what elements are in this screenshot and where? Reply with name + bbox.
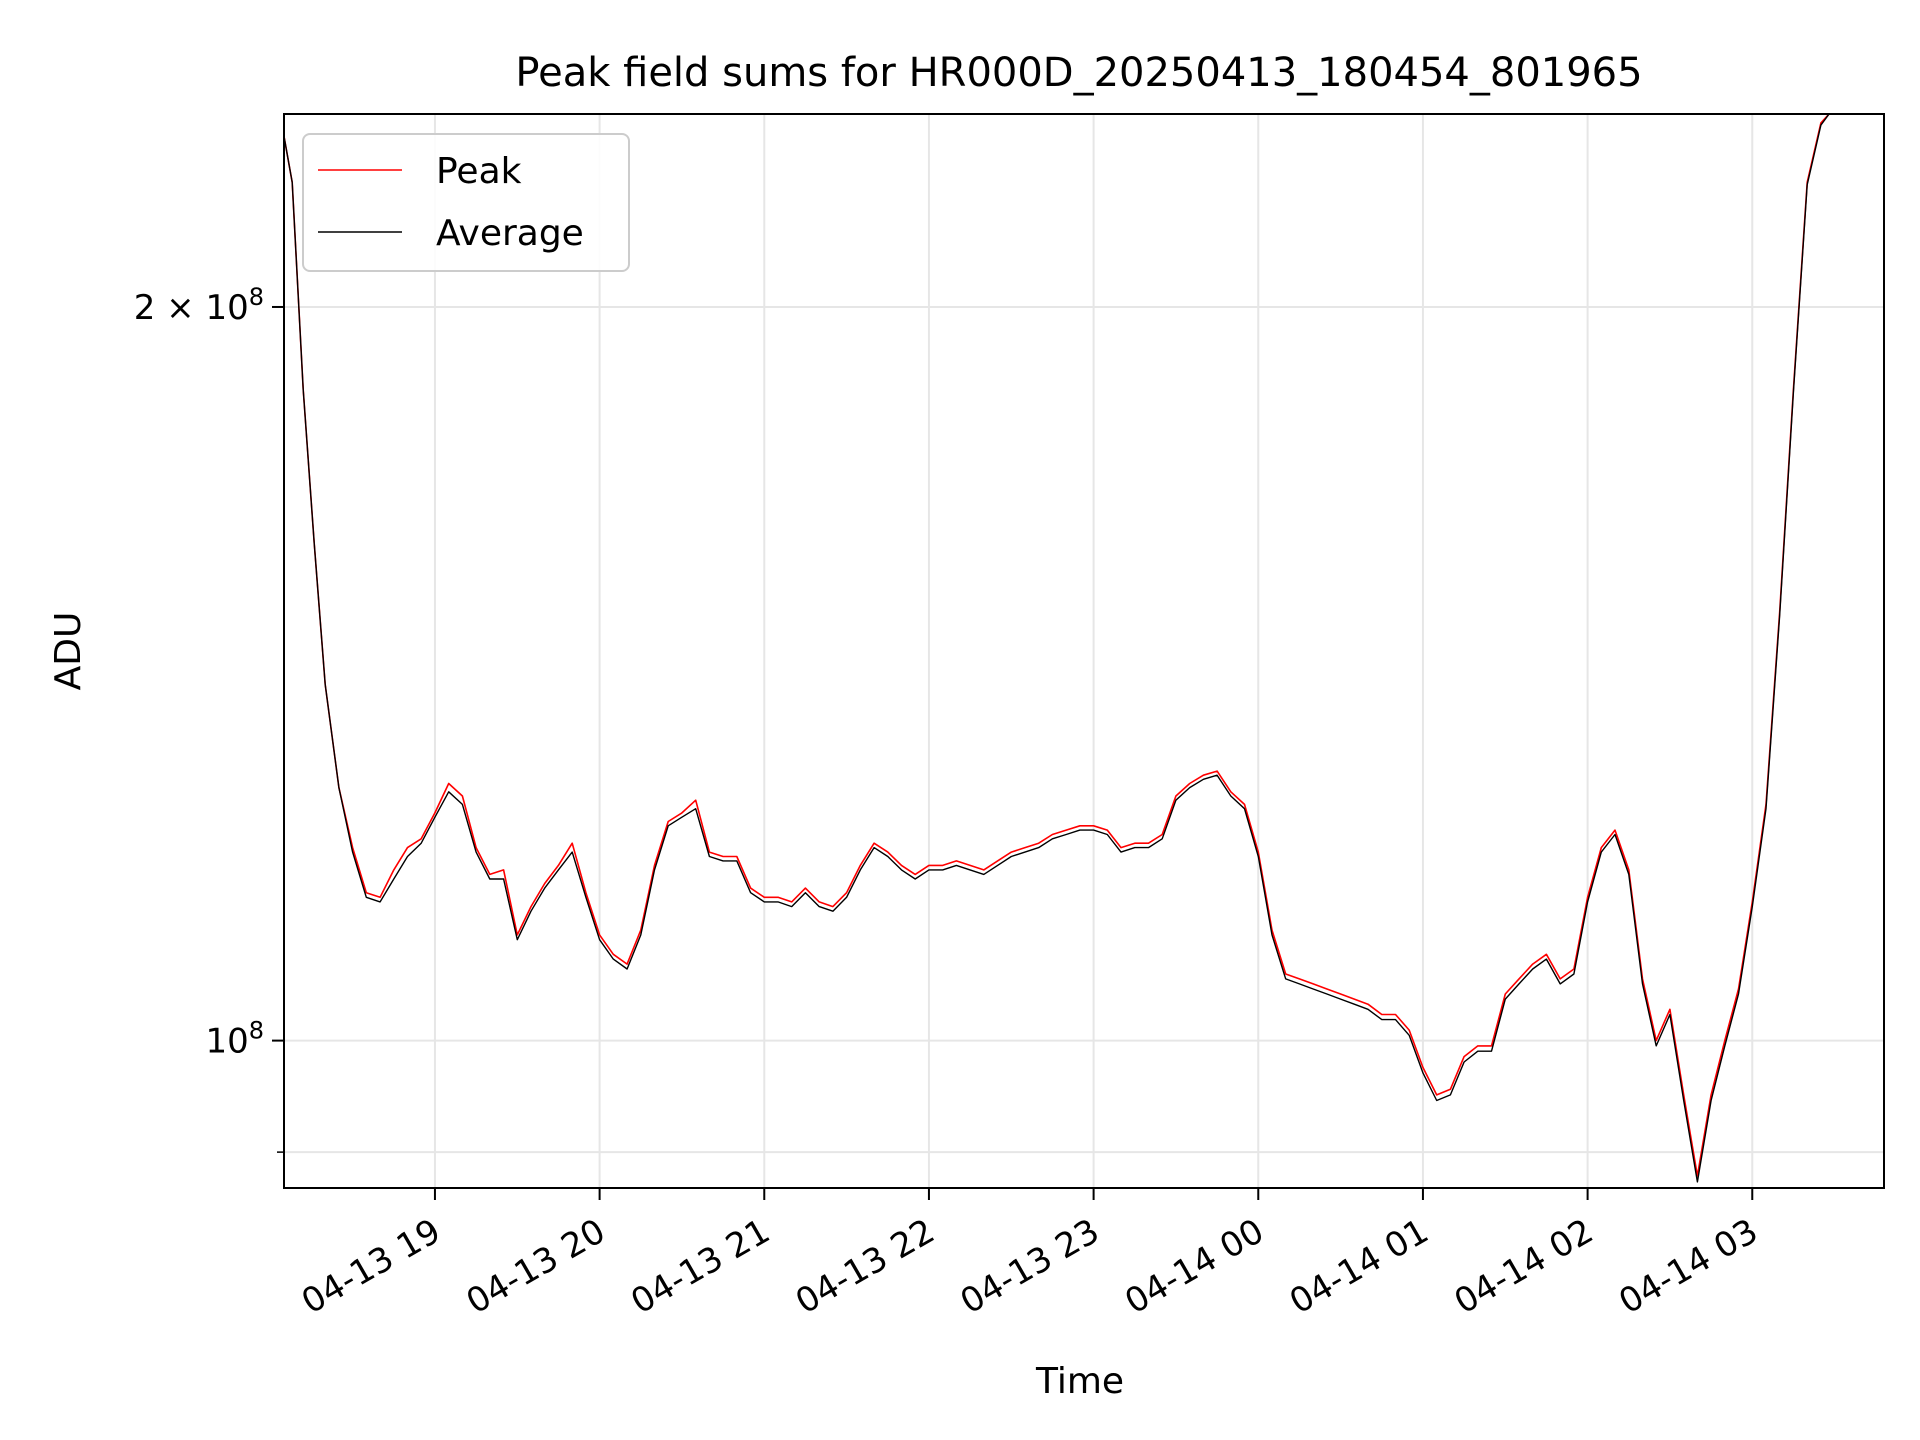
y-tick-label: 2 × 108 [134, 283, 264, 328]
series-line-average [284, 114, 1830, 1183]
y-tick-label: 108 [205, 1017, 264, 1062]
grid-lines [284, 114, 1884, 1188]
x-axis-label: Time [1035, 1361, 1124, 1402]
y-axis-label: ADU [48, 612, 89, 691]
series-line-peak [284, 114, 1830, 1177]
legend-label-average: Average [436, 213, 584, 254]
legend-box [302, 133, 630, 272]
series-layer [284, 114, 1830, 1183]
chart-title: Peak field sums for HR000D_20250413_1804… [515, 50, 1642, 96]
plot-frame [283, 113, 1885, 1189]
legend: Peak Average [302, 133, 630, 272]
y-axis-ticks: 108 2 × 108 [134, 283, 284, 1153]
legend-label-peak: Peak [436, 151, 522, 192]
